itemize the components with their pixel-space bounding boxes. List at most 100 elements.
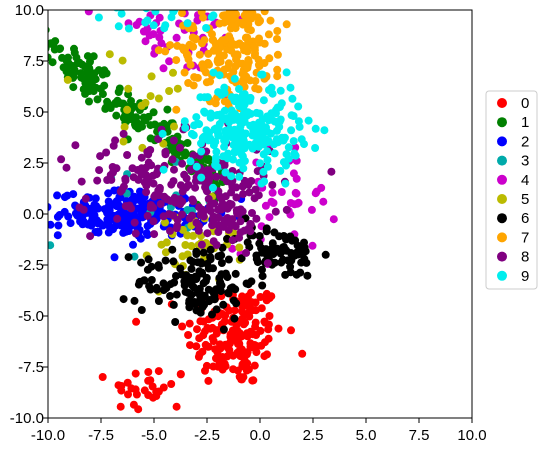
- data-point: [239, 164, 248, 173]
- data-point: [251, 185, 260, 194]
- data-point: [132, 113, 141, 122]
- y-tick-label: -7.5: [18, 359, 44, 376]
- data-point: [239, 79, 248, 87]
- data-point: [221, 168, 230, 177]
- data-point: [185, 214, 194, 223]
- data-point: [132, 317, 141, 326]
- data-point: [112, 111, 121, 120]
- data-point: [169, 68, 177, 77]
- data-point: [218, 309, 226, 318]
- data-point: [254, 85, 263, 94]
- data-point: [166, 292, 175, 300]
- data-point: [51, 37, 60, 46]
- data-point: [84, 10, 93, 16]
- data-point: [294, 250, 303, 259]
- data-point: [237, 348, 246, 357]
- data-point: [149, 108, 158, 117]
- data-point: [189, 151, 198, 160]
- data-point: [78, 220, 87, 229]
- y-tick-label: 10.0: [15, 2, 44, 19]
- data-point: [186, 165, 195, 174]
- data-point: [209, 217, 218, 226]
- data-point: [268, 188, 277, 197]
- data-point: [105, 50, 114, 59]
- data-point: [214, 88, 223, 97]
- legend-item-6: 6: [497, 210, 529, 227]
- data-point: [300, 254, 309, 263]
- data-point: [229, 351, 238, 360]
- data-point: [220, 18, 229, 27]
- data-point: [223, 64, 232, 72]
- data-point: [195, 334, 204, 343]
- data-point: [252, 306, 260, 315]
- data-point: [273, 35, 281, 43]
- data-point: [260, 352, 269, 361]
- data-point: [215, 120, 224, 128]
- data-point: [227, 200, 236, 209]
- data-point: [204, 49, 213, 58]
- data-point: [208, 310, 216, 319]
- data-point: [184, 331, 193, 339]
- data-point: [147, 72, 156, 81]
- data-point: [138, 195, 147, 204]
- data-point: [273, 72, 282, 81]
- data-point: [214, 131, 223, 140]
- data-point: [154, 367, 163, 376]
- data-point: [198, 269, 207, 278]
- data-point: [258, 265, 266, 274]
- data-point: [260, 10, 269, 16]
- data-point: [232, 55, 240, 64]
- data-point: [143, 211, 152, 220]
- data-point: [192, 162, 201, 171]
- data-point: [154, 297, 163, 305]
- data-point: [228, 244, 237, 253]
- data-point: [276, 249, 285, 258]
- data-point: [235, 172, 244, 181]
- data-point: [161, 256, 170, 265]
- data-point: [229, 155, 237, 164]
- data-point: [137, 153, 146, 162]
- data-point: [109, 168, 117, 177]
- data-point: [256, 293, 265, 301]
- data-point: [145, 282, 154, 291]
- legend-marker: [497, 194, 507, 204]
- data-point: [178, 322, 187, 331]
- data-point: [204, 285, 213, 294]
- data-point: [93, 176, 102, 185]
- data-point: [92, 202, 101, 210]
- data-point: [102, 148, 111, 157]
- data-point: [291, 151, 300, 160]
- legend-label: 9: [521, 268, 529, 285]
- data-point: [198, 347, 207, 356]
- data-point: [50, 45, 59, 54]
- data-point: [179, 46, 188, 55]
- data-point: [159, 279, 168, 288]
- data-point: [291, 143, 300, 152]
- data-point: [198, 205, 207, 214]
- data-point: [218, 353, 227, 361]
- legend-label: 2: [521, 133, 529, 150]
- data-point: [81, 194, 90, 203]
- data-point: [209, 183, 217, 192]
- data-point: [137, 306, 146, 314]
- data-point: [198, 60, 207, 69]
- data-point: [265, 54, 274, 63]
- data-point: [255, 34, 263, 43]
- points-layer: [48, 10, 338, 414]
- data-point: [269, 199, 278, 207]
- data-point: [235, 206, 244, 214]
- data-point: [166, 280, 175, 289]
- data-point: [201, 108, 210, 117]
- data-point: [142, 10, 150, 13]
- data-point: [211, 137, 220, 146]
- data-point: [250, 361, 259, 370]
- data-point: [203, 229, 212, 238]
- data-point: [181, 151, 189, 160]
- data-point: [219, 300, 228, 309]
- data-point: [142, 229, 151, 238]
- data-point: [229, 40, 238, 49]
- data-point: [171, 318, 180, 326]
- data-point: [154, 261, 163, 270]
- data-point: [232, 113, 241, 122]
